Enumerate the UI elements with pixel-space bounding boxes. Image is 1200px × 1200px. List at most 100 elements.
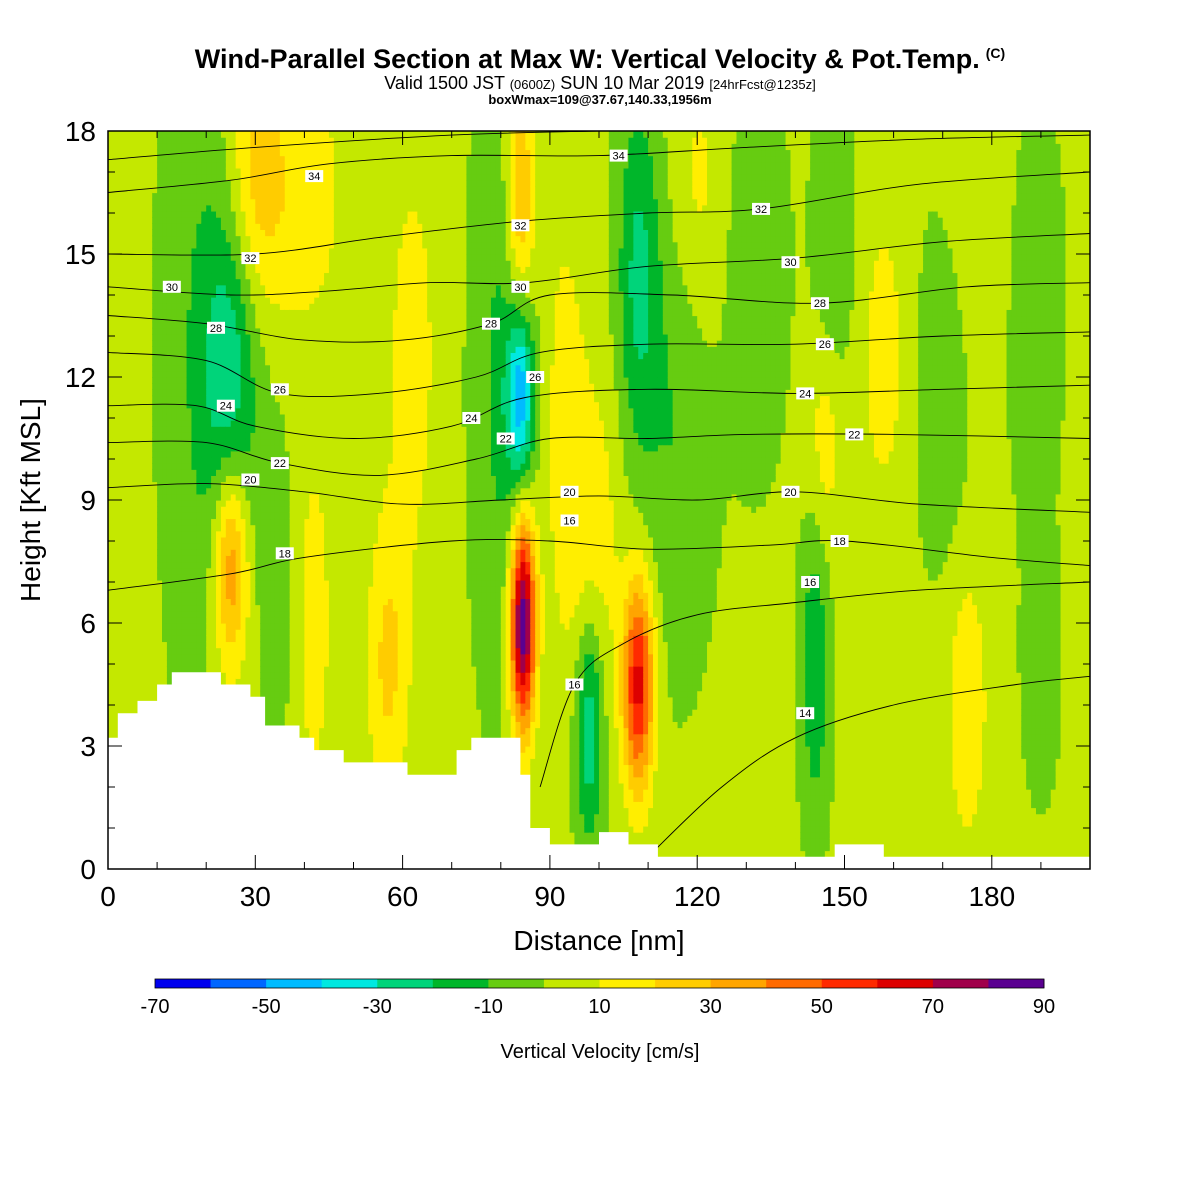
field-cell bbox=[113, 229, 119, 236]
field-cell bbox=[226, 420, 232, 427]
field-cell bbox=[177, 617, 183, 624]
field-cell bbox=[211, 586, 217, 593]
field-cell bbox=[255, 531, 261, 538]
field-cell bbox=[211, 451, 217, 458]
field-cell bbox=[285, 223, 291, 230]
field-cell bbox=[187, 580, 193, 587]
field-cell bbox=[191, 623, 197, 630]
field-cell bbox=[299, 623, 305, 630]
field-cell bbox=[147, 672, 153, 679]
field-cell bbox=[206, 543, 212, 550]
field-cell bbox=[206, 217, 212, 224]
field-cell bbox=[236, 193, 242, 200]
field-cell bbox=[113, 205, 119, 212]
field-cell bbox=[206, 174, 212, 181]
field-cell bbox=[137, 285, 143, 292]
field-cell bbox=[226, 660, 232, 667]
field-cell bbox=[295, 598, 301, 605]
field-cell bbox=[147, 605, 153, 612]
field-cell bbox=[152, 352, 158, 359]
field-cell bbox=[167, 205, 173, 212]
field-cell bbox=[187, 371, 193, 378]
field-cell bbox=[260, 359, 266, 366]
field-cell bbox=[187, 500, 193, 507]
field-cell bbox=[137, 229, 143, 236]
field-cell bbox=[290, 260, 296, 267]
field-cell bbox=[128, 340, 134, 347]
field-cell bbox=[137, 260, 143, 267]
field-cell bbox=[221, 236, 227, 243]
field-cell bbox=[157, 266, 163, 273]
field-cell bbox=[290, 242, 296, 249]
field-cell bbox=[172, 629, 178, 636]
field-cell bbox=[211, 463, 217, 470]
field-cell bbox=[147, 463, 153, 470]
field-cell bbox=[157, 635, 163, 642]
field-cell bbox=[216, 592, 222, 599]
field-cell bbox=[211, 272, 217, 279]
field-cell bbox=[255, 236, 261, 243]
field-cell bbox=[142, 457, 148, 464]
field-cell bbox=[280, 451, 286, 458]
field-cell bbox=[280, 285, 286, 292]
field-cell bbox=[299, 678, 305, 685]
field-cell bbox=[241, 617, 247, 624]
field-cell bbox=[191, 617, 197, 624]
field-cell bbox=[113, 223, 119, 230]
field-cell bbox=[275, 303, 281, 310]
field-cell bbox=[206, 414, 212, 421]
field-cell bbox=[231, 451, 237, 458]
field-cell bbox=[221, 352, 227, 359]
field-cell bbox=[128, 420, 134, 427]
field-cell bbox=[255, 137, 261, 144]
field-cell bbox=[137, 648, 143, 655]
field-cell bbox=[152, 389, 158, 396]
field-cell bbox=[255, 389, 261, 396]
field-cell bbox=[137, 359, 143, 366]
field-cell bbox=[236, 512, 242, 519]
field-cell bbox=[299, 322, 305, 329]
field-cell bbox=[290, 586, 296, 593]
field-cell bbox=[241, 678, 247, 685]
field-cell bbox=[167, 494, 173, 501]
field-cell bbox=[162, 371, 168, 378]
field-cell bbox=[113, 703, 119, 710]
field-cell bbox=[191, 291, 197, 298]
field-cell bbox=[221, 371, 227, 378]
field-cell bbox=[231, 272, 237, 279]
field-cell bbox=[142, 395, 148, 402]
field-cell bbox=[191, 236, 197, 243]
field-cell bbox=[196, 648, 202, 655]
field-cell bbox=[162, 562, 168, 569]
field-cell bbox=[147, 500, 153, 507]
field-cell bbox=[265, 186, 271, 193]
field-cell bbox=[211, 168, 217, 175]
field-cell bbox=[108, 334, 114, 341]
field-cell bbox=[191, 605, 197, 612]
field-cell bbox=[187, 617, 193, 624]
field-cell bbox=[236, 365, 242, 372]
field-cell bbox=[260, 211, 266, 218]
field-cell bbox=[211, 285, 217, 292]
field-cell bbox=[201, 512, 207, 519]
field-cell bbox=[108, 291, 114, 298]
field-cell bbox=[245, 414, 251, 421]
field-cell bbox=[177, 266, 183, 273]
field-cell bbox=[108, 352, 114, 359]
field-cell bbox=[162, 180, 168, 187]
field-cell bbox=[260, 525, 266, 532]
field-cell bbox=[128, 309, 134, 316]
field-cell bbox=[137, 666, 143, 673]
field-cell bbox=[128, 574, 134, 581]
field-cell bbox=[123, 143, 129, 150]
field-cell bbox=[128, 469, 134, 476]
field-cell bbox=[157, 223, 163, 230]
field-cell bbox=[187, 635, 193, 642]
field-cell bbox=[211, 193, 217, 200]
field-cell bbox=[260, 309, 266, 316]
field-cell bbox=[295, 260, 301, 267]
field-cell bbox=[265, 346, 271, 353]
field-cell bbox=[133, 562, 139, 569]
field-cell bbox=[216, 272, 222, 279]
field-cell bbox=[255, 205, 261, 212]
